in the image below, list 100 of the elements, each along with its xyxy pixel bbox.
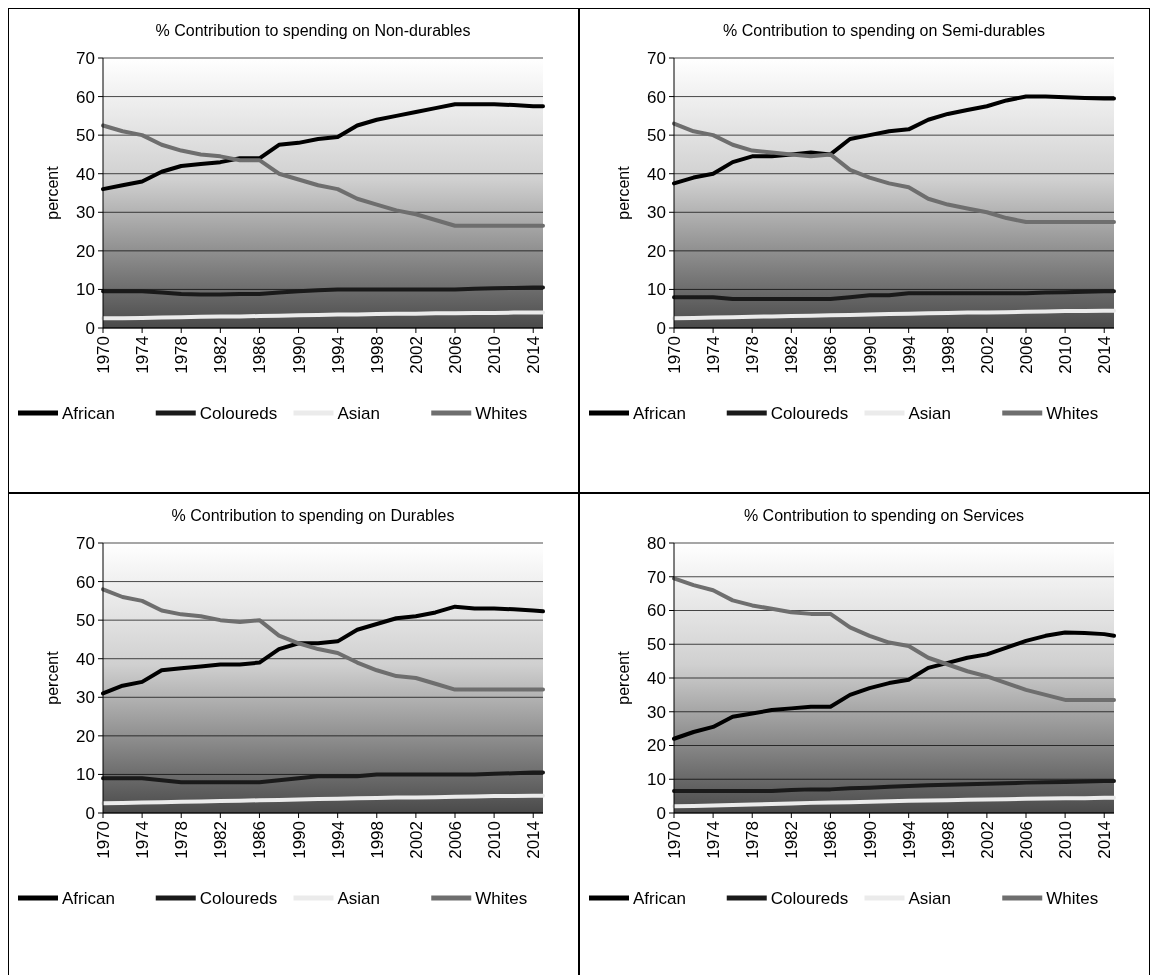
x-tick-label: 1986 [250, 821, 270, 859]
x-tick-label: 1986 [250, 336, 270, 374]
x-tick-label: 1990 [860, 336, 880, 374]
legend-label: Asian [337, 403, 381, 423]
line-series [101, 285, 545, 297]
x-tick-label: 1982 [211, 336, 231, 374]
y-tick-label: 10 [76, 765, 95, 785]
y-tick-label: 60 [76, 572, 95, 592]
x-tick-label: 2006 [1016, 336, 1036, 374]
y-tick-label: 30 [647, 203, 666, 223]
y-tick-label: 50 [647, 635, 666, 655]
y-tick-label: 60 [647, 87, 666, 107]
y-tick-label: 0 [656, 318, 666, 338]
legend-label: Asian [337, 888, 381, 908]
x-tick-label: 1970 [93, 821, 113, 859]
line-series [101, 587, 545, 692]
y-tick-label: 20 [76, 726, 95, 746]
y-tick-label: 40 [647, 668, 666, 688]
y-tick-label: 30 [76, 203, 95, 223]
legend-label: Coloureds [199, 403, 278, 423]
y-tick-label: 60 [647, 601, 666, 621]
y-tick-label: 70 [647, 48, 666, 68]
x-tick-label: 2002 [977, 821, 997, 859]
y-tick-label: 40 [647, 164, 666, 184]
x-tick-label: 1994 [899, 336, 919, 374]
legend-label: African [62, 888, 115, 908]
x-tick-label: 2014 [1095, 821, 1115, 859]
y-tick-label: 0 [85, 803, 95, 823]
x-tick-label: 1994 [328, 336, 348, 374]
x-tick-label: 1998 [938, 821, 958, 859]
x-tick-label: 2010 [485, 336, 505, 374]
x-tick-label: 1978 [743, 821, 763, 859]
legend-label: African [633, 888, 686, 908]
x-tick-label: 1990 [860, 821, 880, 859]
line-series [672, 778, 1116, 794]
x-tick-label: 1982 [211, 821, 231, 859]
y-tick-label: 80 [647, 533, 666, 553]
y-tick-label: 60 [76, 87, 95, 107]
x-tick-label: 1994 [899, 821, 919, 859]
x-tick-label: 1998 [367, 821, 387, 859]
y-tick-label: 40 [76, 164, 95, 184]
y-tick-label: 30 [76, 688, 95, 708]
y-tick-label: 0 [656, 803, 666, 823]
y-tick-label: 10 [76, 280, 95, 300]
x-tick-label: 1982 [782, 336, 802, 374]
y-tick-label: 20 [76, 241, 95, 261]
x-tick-label: 1982 [782, 821, 802, 859]
x-tick-label: 2006 [445, 336, 465, 374]
chart-title: % Contribution to spending on Semi-durables [723, 22, 1045, 39]
x-tick-label: 1990 [289, 336, 309, 374]
y-tick-label: 70 [76, 533, 95, 553]
x-tick-label: 1974 [704, 821, 724, 859]
x-tick-label: 1974 [133, 336, 153, 374]
x-tick-label: 2010 [485, 821, 505, 859]
y-tick-label: 10 [647, 770, 666, 790]
legend-label: Whites [1046, 888, 1099, 908]
x-tick-label: 1970 [664, 821, 684, 859]
y-tick-label: 70 [647, 567, 666, 587]
x-tick-label: 1994 [328, 821, 348, 859]
legend-label: Coloureds [199, 888, 278, 908]
chart-title: % Contribution to spending on Non-durables [155, 22, 471, 39]
y-axis-title: percent [44, 165, 61, 220]
y-tick-label: 20 [647, 736, 666, 756]
y-tick-label: 70 [76, 48, 95, 68]
line-series [101, 123, 545, 228]
y-axis-title: percent [615, 165, 632, 220]
x-tick-label: 2014 [1095, 336, 1115, 374]
y-tick-label: 20 [647, 241, 666, 261]
legend-label: Whites [1046, 403, 1099, 423]
x-tick-label: 1986 [821, 821, 841, 859]
legend-label: Coloureds [770, 403, 849, 423]
y-tick-label: 50 [76, 611, 95, 631]
x-tick-label: 2006 [445, 821, 465, 859]
line-series [672, 576, 1116, 702]
x-tick-label: 2002 [406, 821, 426, 859]
x-tick-label: 2014 [524, 336, 544, 374]
x-tick-label: 1970 [93, 336, 113, 374]
y-tick-label: 40 [76, 649, 95, 669]
x-tick-label: 1978 [743, 336, 763, 374]
y-axis-title: percent [615, 650, 632, 705]
x-tick-label: 1998 [367, 336, 387, 374]
chart-title: % Contribution to spending on Services [743, 507, 1025, 524]
y-tick-label: 50 [647, 126, 666, 146]
line-series [101, 793, 545, 806]
y-tick-label: 0 [85, 318, 95, 338]
line-series [672, 795, 1116, 809]
y-tick-label: 50 [76, 126, 95, 146]
line-series [672, 289, 1116, 302]
legend-label: Whites [475, 403, 528, 423]
x-tick-label: 2010 [1056, 821, 1076, 859]
x-tick-label: 2002 [977, 336, 997, 374]
x-tick-label: 1970 [664, 336, 684, 374]
legend-label: African [62, 403, 115, 423]
line-series [101, 770, 545, 785]
line-series [672, 308, 1116, 321]
x-tick-label: 1978 [172, 821, 192, 859]
y-axis-title: percent [44, 650, 61, 705]
legend-label: Asian [908, 888, 952, 908]
x-tick-label: 1978 [172, 336, 192, 374]
x-tick-label: 1974 [133, 821, 153, 859]
